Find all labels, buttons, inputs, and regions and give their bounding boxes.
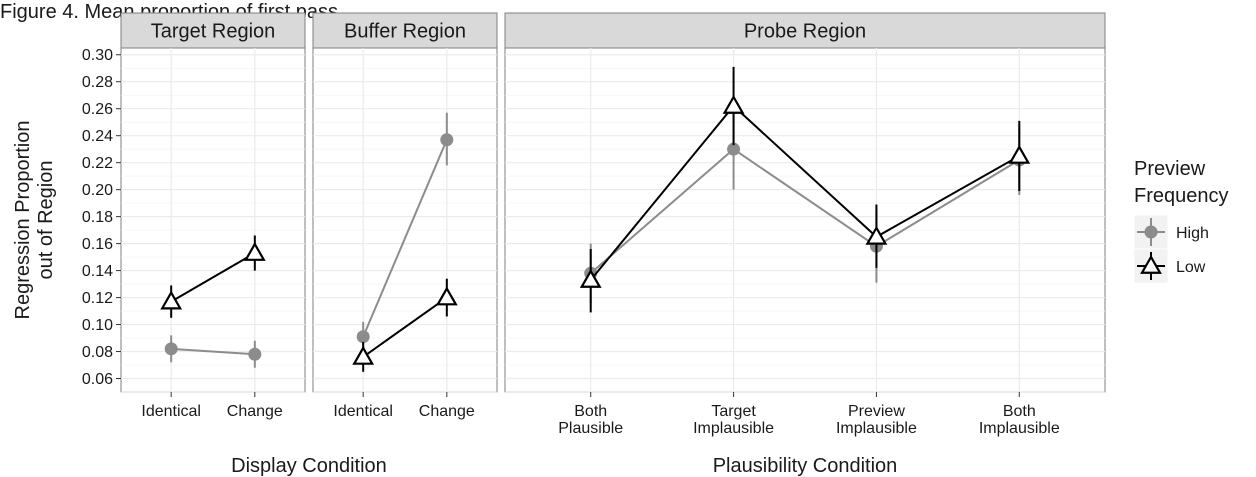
legend: Preview Frequency High Low — [1133, 158, 1229, 284]
series-high — [164, 335, 262, 368]
data-point — [160, 290, 183, 310]
x-tick-label: Identical — [333, 403, 393, 420]
panel-grid — [505, 48, 1105, 393]
x-axis-title: Display Condition — [231, 455, 387, 477]
data-point — [435, 286, 458, 306]
y-tick-label: 0.08 — [82, 344, 113, 361]
series-low — [160, 235, 266, 318]
data-point — [352, 345, 375, 365]
data-point — [727, 142, 741, 156]
panel-background — [312, 47, 498, 393]
x-tick-label: Implausible — [836, 420, 917, 437]
series-low — [352, 278, 458, 372]
series-low — [579, 66, 1031, 313]
legend-label: Low — [1176, 259, 1206, 276]
x-axis-ticks: Identical Change — [333, 392, 475, 420]
panel-strip-label: Probe Region — [744, 21, 866, 43]
panel-1: Buffer Region Identical Change — [312, 12, 498, 420]
panel-grid — [313, 48, 497, 393]
series-line — [362, 139, 448, 338]
panel-grid — [121, 48, 305, 393]
x-tick-label: Both — [574, 403, 607, 420]
y-tick-label: 0.24 — [82, 128, 113, 145]
x-tick-label: Both — [1003, 403, 1036, 420]
y-tick-label: 0.06 — [82, 371, 113, 388]
x-axis-title: Plausibility Condition — [713, 455, 898, 477]
series-line — [589, 104, 1020, 281]
x-tick-label: Change — [227, 403, 283, 420]
legend-marker — [1140, 254, 1162, 274]
series-line — [362, 296, 448, 358]
y-tick-label: 0.30 — [82, 47, 113, 64]
y-tick-label: 0.22 — [82, 155, 113, 172]
data-point — [243, 241, 266, 261]
data-point — [865, 225, 888, 245]
series-line — [170, 252, 256, 303]
series-high — [356, 112, 454, 352]
x-tick-label: Target — [711, 403, 756, 420]
panel-0: Target Region Identical Change — [120, 12, 306, 420]
x-tick-label: Identical — [141, 403, 201, 420]
y-tick-label: 0.20 — [82, 182, 113, 199]
data-point — [1008, 144, 1031, 164]
x-axis-titles: Display Condition Plausibility Condition — [231, 455, 897, 477]
data-point — [722, 94, 745, 114]
y-tick-label: 0.26 — [82, 101, 113, 118]
data-point — [440, 133, 454, 147]
panel-strip — [504, 12, 1106, 49]
y-tick-label: 0.18 — [82, 209, 113, 226]
y-tick-label: 0.10 — [82, 317, 113, 334]
y-axis-title: out of Region — [35, 161, 57, 280]
x-tick-label: Plausible — [558, 420, 623, 437]
x-axis-ticks: BothPlausibleTargetImplausiblePreviewImp… — [558, 392, 1060, 437]
legend-title: Preview — [1134, 158, 1206, 180]
legend-title: Frequency — [1134, 185, 1229, 207]
y-axis: 0.06 0.08 0.10 0.12 0.14 0.16 0.18 0.20 0.22 0.24… — [12, 47, 121, 388]
x-tick-label: Preview — [848, 403, 905, 420]
y-tick-label: 0.28 — [82, 74, 113, 91]
legend-item-high: High — [1133, 214, 1209, 250]
legend-marker — [1144, 225, 1158, 239]
x-tick-label: Implausible — [979, 420, 1060, 437]
data-point — [579, 268, 602, 288]
x-tick-label: Implausible — [693, 420, 774, 437]
panel-background — [120, 47, 306, 393]
y-tick-label: 0.14 — [82, 263, 113, 280]
panel-strip-label: Buffer Region — [344, 21, 466, 43]
y-tick-label: 0.12 — [82, 290, 113, 307]
series-line — [171, 347, 255, 356]
panel-strip — [120, 12, 306, 49]
panel-strip-label: Target Region — [151, 21, 276, 43]
panel-2: Probe RegionBothPlausibleTargetImplausib… — [504, 12, 1106, 437]
y-axis-title: Regression Proportion — [12, 121, 34, 320]
legend-item-low: Low — [1133, 248, 1206, 284]
y-tick-label: 0.16 — [82, 236, 113, 253]
x-axis-ticks: Identical Change — [141, 392, 283, 420]
panel-background — [504, 47, 1106, 393]
series-line — [590, 147, 1020, 275]
data-point — [248, 347, 262, 361]
data-point — [164, 342, 178, 356]
legend-label: High — [1176, 225, 1209, 242]
data-point — [356, 330, 370, 344]
panel-strip — [312, 12, 498, 49]
x-tick-label: Change — [419, 403, 475, 420]
